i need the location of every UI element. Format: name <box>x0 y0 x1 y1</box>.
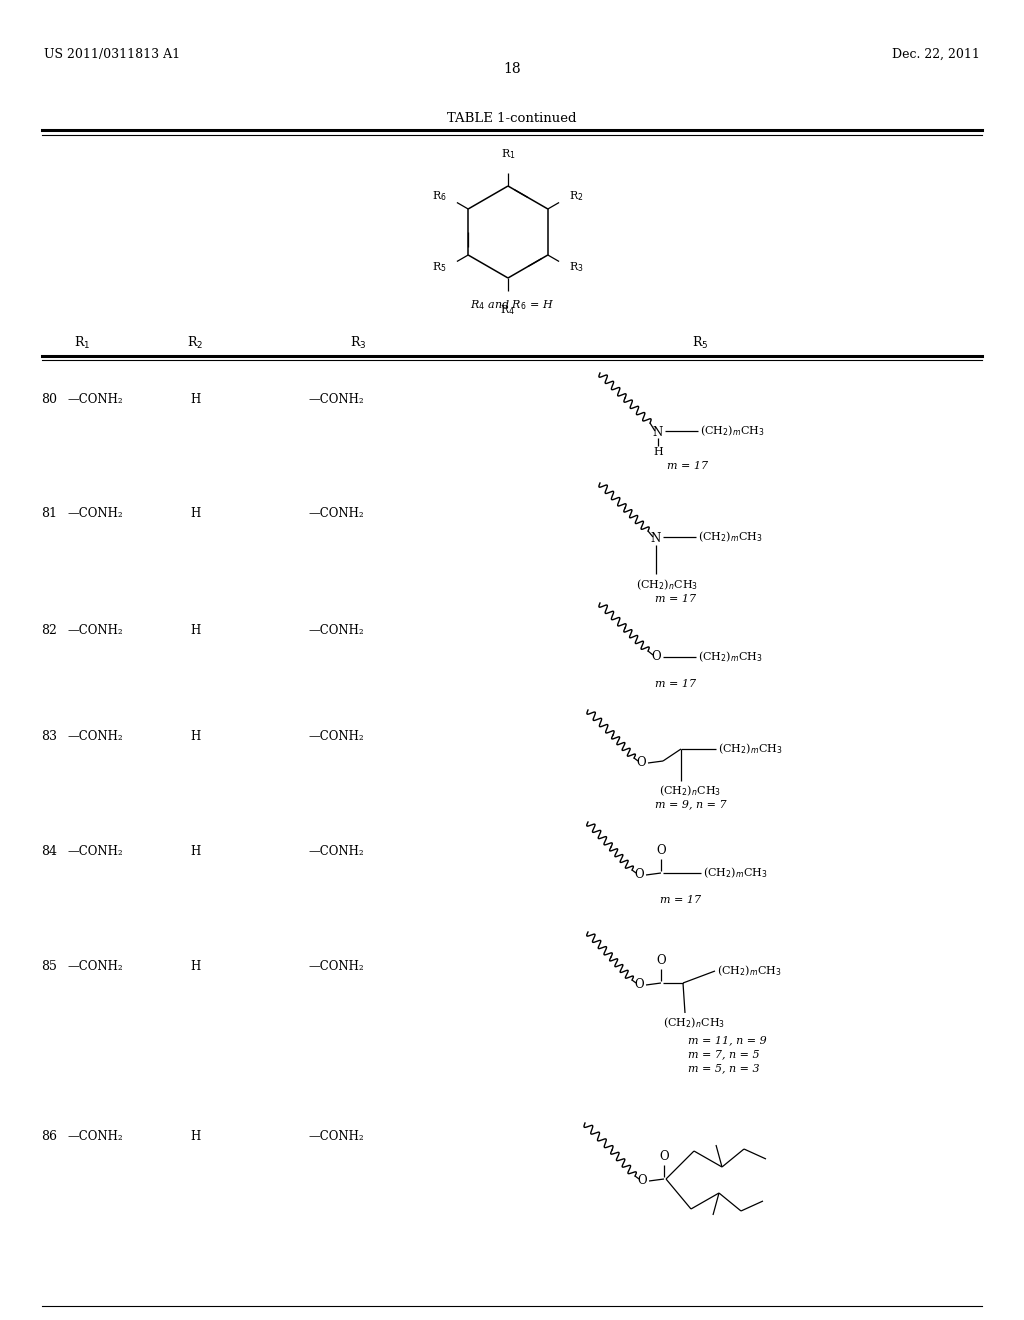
Text: O: O <box>651 651 660 664</box>
Text: (CH$_2$)$_m$CH$_3$: (CH$_2$)$_m$CH$_3$ <box>698 529 763 544</box>
Text: 81: 81 <box>41 507 57 520</box>
Text: —CONH₂: —CONH₂ <box>67 730 123 743</box>
Text: H: H <box>189 845 200 858</box>
Text: m = 17: m = 17 <box>668 461 709 471</box>
Text: H: H <box>189 507 200 520</box>
Text: H: H <box>189 960 200 973</box>
Text: m = 11, n = 9: m = 11, n = 9 <box>688 1035 767 1045</box>
Text: H: H <box>189 1130 200 1143</box>
Text: —CONH₂: —CONH₂ <box>308 960 364 973</box>
Text: —CONH₂: —CONH₂ <box>308 393 364 407</box>
Text: 83: 83 <box>41 730 57 743</box>
Text: 82: 82 <box>41 624 57 638</box>
Text: H: H <box>653 447 663 457</box>
Text: 18: 18 <box>503 62 521 77</box>
Text: R$_3$: R$_3$ <box>350 335 367 351</box>
Text: O: O <box>656 954 666 968</box>
Text: —CONH₂: —CONH₂ <box>67 624 123 638</box>
Text: (CH$_2$)$_m$CH$_3$: (CH$_2$)$_m$CH$_3$ <box>700 424 765 438</box>
Text: R$_2$: R$_2$ <box>187 335 203 351</box>
Text: R$_4$: R$_4$ <box>501 304 515 317</box>
Text: O: O <box>634 978 644 991</box>
Text: —CONH₂: —CONH₂ <box>67 845 123 858</box>
Text: R$_2$: R$_2$ <box>569 190 584 203</box>
Text: O: O <box>634 869 644 882</box>
Text: R$_1$: R$_1$ <box>74 335 90 351</box>
Text: —CONH₂: —CONH₂ <box>308 624 364 638</box>
Text: m = 17: m = 17 <box>655 594 696 605</box>
Text: (CH$_2$)$_m$CH$_3$: (CH$_2$)$_m$CH$_3$ <box>718 742 782 756</box>
Text: 84: 84 <box>41 845 57 858</box>
Text: (CH$_2$)$_m$CH$_3$: (CH$_2$)$_m$CH$_3$ <box>698 649 763 664</box>
Text: H: H <box>189 624 200 638</box>
Text: US 2011/0311813 A1: US 2011/0311813 A1 <box>44 48 180 61</box>
Text: (CH$_2$)$_n$CH$_3$: (CH$_2$)$_n$CH$_3$ <box>663 1015 725 1030</box>
Text: —CONH₂: —CONH₂ <box>67 393 123 407</box>
Text: (CH$_2$)$_m$CH$_3$: (CH$_2$)$_m$CH$_3$ <box>703 866 768 880</box>
Text: m = 7, n = 5: m = 7, n = 5 <box>688 1049 760 1059</box>
Text: (CH$_2$)$_m$CH$_3$: (CH$_2$)$_m$CH$_3$ <box>717 964 781 978</box>
Text: N: N <box>651 532 662 545</box>
Text: —CONH₂: —CONH₂ <box>67 507 123 520</box>
Text: H: H <box>189 730 200 743</box>
Text: R$_1$: R$_1$ <box>501 148 515 161</box>
Text: —CONH₂: —CONH₂ <box>308 507 364 520</box>
Text: m = 5, n = 3: m = 5, n = 3 <box>688 1063 760 1073</box>
Text: 80: 80 <box>41 393 57 407</box>
Text: m = 17: m = 17 <box>655 678 696 689</box>
Text: Dec. 22, 2011: Dec. 22, 2011 <box>892 48 980 61</box>
Text: H: H <box>189 393 200 407</box>
Text: R$_6$: R$_6$ <box>432 190 446 203</box>
Text: O: O <box>659 1150 669 1163</box>
Text: m = 9, n = 7: m = 9, n = 7 <box>655 799 727 809</box>
Text: —CONH₂: —CONH₂ <box>308 730 364 743</box>
Text: O: O <box>637 1175 647 1188</box>
Text: (CH$_2$)$_n$CH$_3$: (CH$_2$)$_n$CH$_3$ <box>659 783 721 797</box>
Text: m = 17: m = 17 <box>660 895 701 906</box>
Text: R$_5$: R$_5$ <box>692 335 709 351</box>
Text: TABLE 1-continued: TABLE 1-continued <box>447 112 577 125</box>
Text: —CONH₂: —CONH₂ <box>308 1130 364 1143</box>
Text: (CH$_2$)$_n$CH$_3$: (CH$_2$)$_n$CH$_3$ <box>636 577 698 591</box>
Text: 85: 85 <box>41 960 57 973</box>
Text: R$_3$: R$_3$ <box>569 260 585 275</box>
Text: R$_5$: R$_5$ <box>432 260 446 275</box>
Text: —CONH₂: —CONH₂ <box>67 960 123 973</box>
Text: O: O <box>636 756 646 770</box>
Text: O: O <box>656 843 666 857</box>
Text: —CONH₂: —CONH₂ <box>308 845 364 858</box>
Text: R$_4$ and R$_6$ = H: R$_4$ and R$_6$ = H <box>470 298 554 312</box>
Text: N: N <box>653 426 664 440</box>
Text: 86: 86 <box>41 1130 57 1143</box>
Text: —CONH₂: —CONH₂ <box>67 1130 123 1143</box>
